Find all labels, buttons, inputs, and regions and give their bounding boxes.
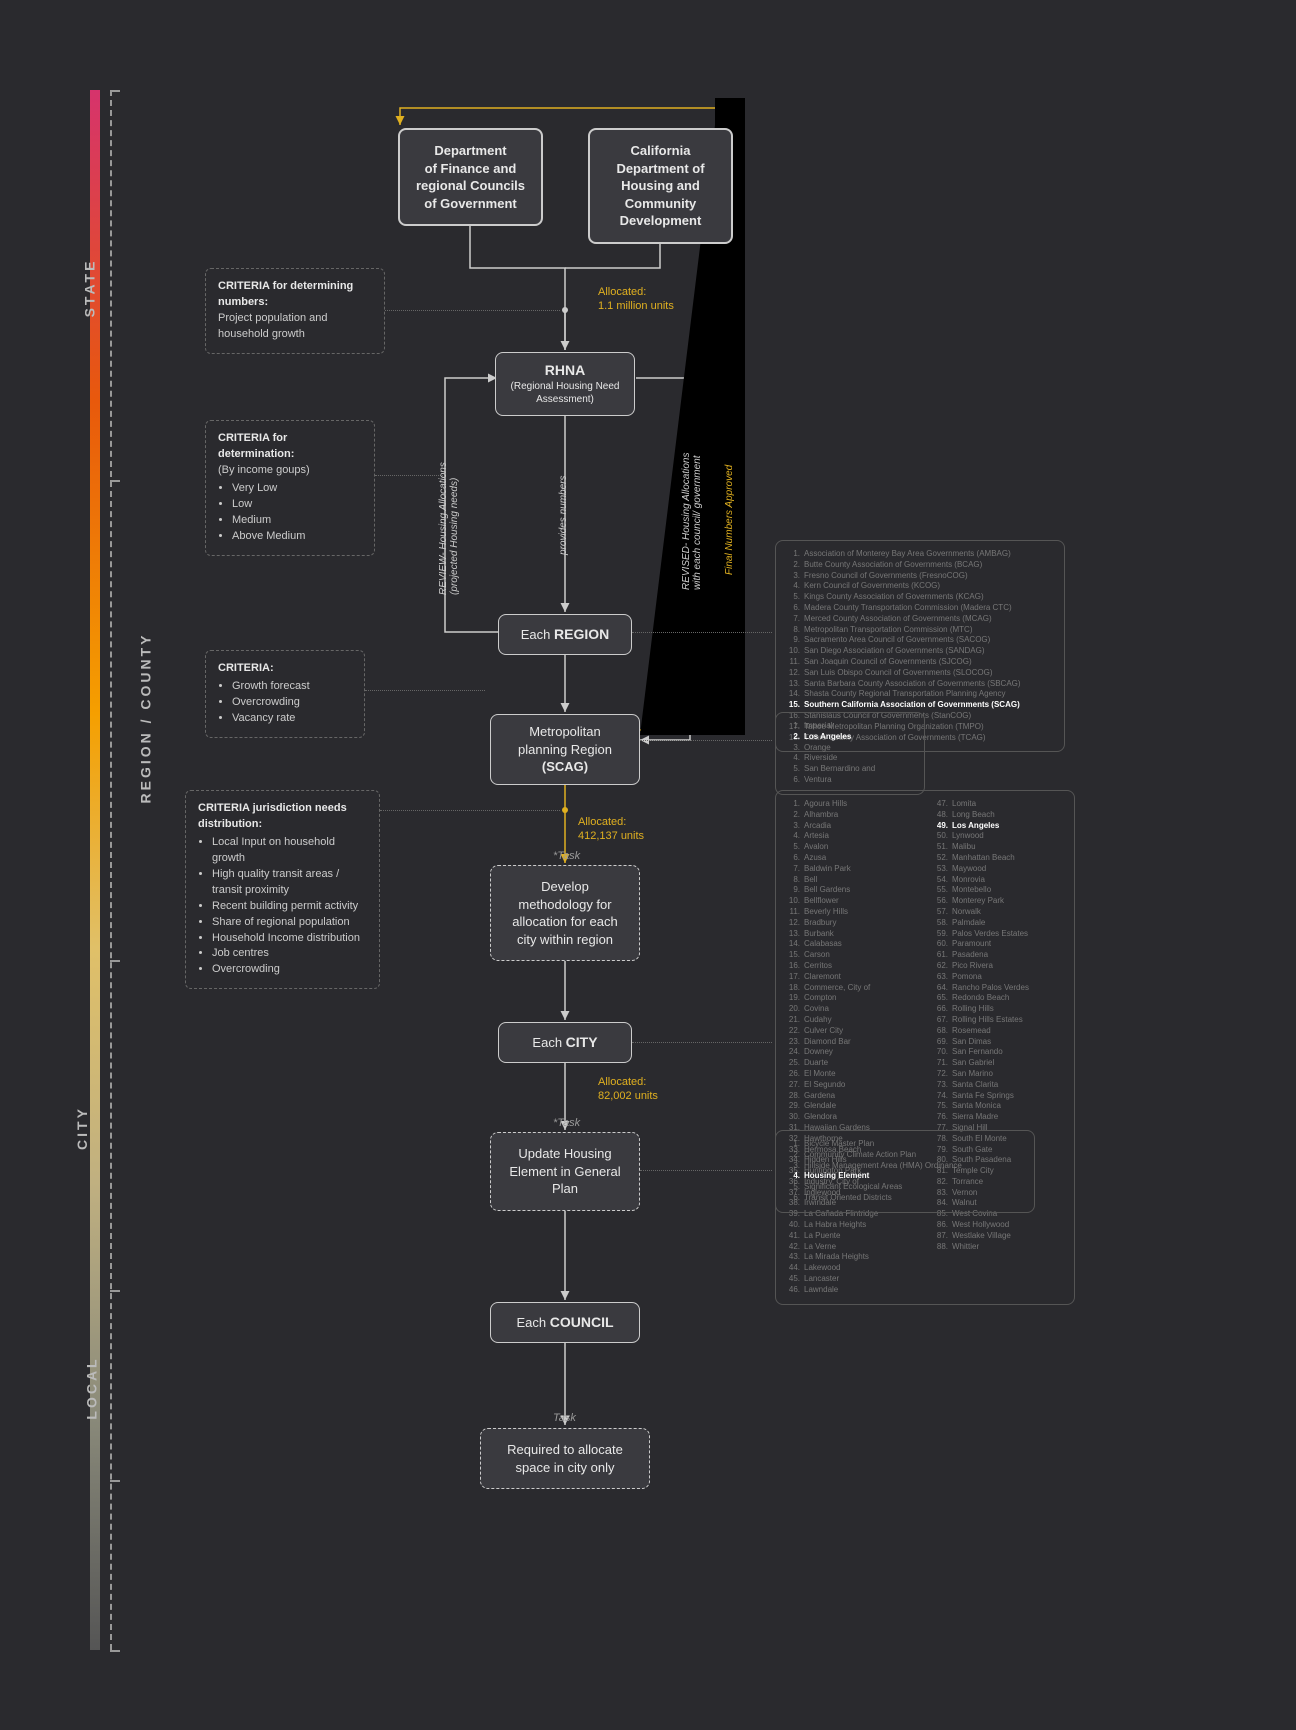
task-label-2: *Task [553, 1117, 580, 1129]
conn-c3 [365, 690, 485, 691]
node-hcd: California Department of Housing and Com… [588, 128, 733, 244]
node-region: Each REGION [498, 614, 632, 655]
level-label-city: CITY [74, 1106, 90, 1150]
list-plans: 1.Bicycle Master Plan2.Community Climate… [775, 1130, 1035, 1213]
level-scale-line [110, 90, 112, 1650]
node-task-housing-element: Update Housing Element in General Plan [490, 1132, 640, 1211]
conn-counties [640, 740, 772, 741]
scale-tick [110, 480, 120, 482]
alloc-city: Allocated:82,002 units [598, 1075, 658, 1104]
scale-tick [110, 90, 120, 92]
scale-tick [110, 1650, 120, 1652]
conn-c2 [375, 475, 443, 476]
list-cities: 1.Agoura Hills2.Alhambra3.Arcadia4.Artes… [775, 790, 1075, 1305]
node-scag: Metropolitan planning Region (SCAG) [490, 714, 640, 785]
task-label-1: *Task [553, 850, 580, 862]
criteria-jurisdiction: CRITERIA jurisdiction needs distribution… [185, 790, 380, 989]
level-label-region: REGION / COUNTY [138, 632, 154, 803]
vlabel-final: Final Numbers Approved [724, 465, 735, 575]
conn-cities [632, 1042, 772, 1043]
scale-tick [110, 960, 120, 962]
scale-tick [110, 1290, 120, 1292]
conn-c4 [380, 810, 560, 811]
diagram-canvas: STATE REGION / COUNTY CITY LOCAL [0, 0, 1296, 1730]
conn-plans [640, 1170, 772, 1171]
criteria-growth: CRITERIA: Growth forecastOvercrowdingVac… [205, 650, 365, 738]
task-label-3: Task [553, 1412, 576, 1424]
vlabel-provides: provides numbers [558, 476, 569, 555]
vlabel-review: REVIEW- Housing Allocations(projected Ho… [438, 462, 460, 595]
conn-cogs [632, 632, 772, 633]
node-dof: Department of Finance and regional Counc… [398, 128, 543, 226]
vlabel-revised: REVISED- Housing Allocationswith each co… [681, 453, 703, 590]
criteria-income: CRITERIA for determination: (By income g… [205, 420, 375, 556]
node-city: Each CITY [498, 1022, 632, 1063]
alloc-scag: Allocated:412,137 units [578, 815, 644, 844]
scale-tick [110, 1480, 120, 1482]
list-counties: 1.Imperial2.Los Angeles3.Orange4.Riversi… [775, 712, 925, 795]
node-task-methodology: Develop methodology for allocation for e… [490, 865, 640, 961]
level-label-state: STATE [81, 259, 97, 318]
node-task-allocate: Required to allocate space in city only [480, 1428, 650, 1489]
conn-c1 [385, 310, 560, 311]
node-rhna: RHNA (Regional Housing Need Assessment) [495, 352, 635, 416]
node-council: Each COUNCIL [490, 1302, 640, 1343]
criteria-numbers: CRITERIA for determining numbers: Projec… [205, 268, 385, 354]
level-label-local: LOCAL [84, 1356, 100, 1419]
alloc-state: Allocated:1.1 million units [598, 285, 674, 314]
